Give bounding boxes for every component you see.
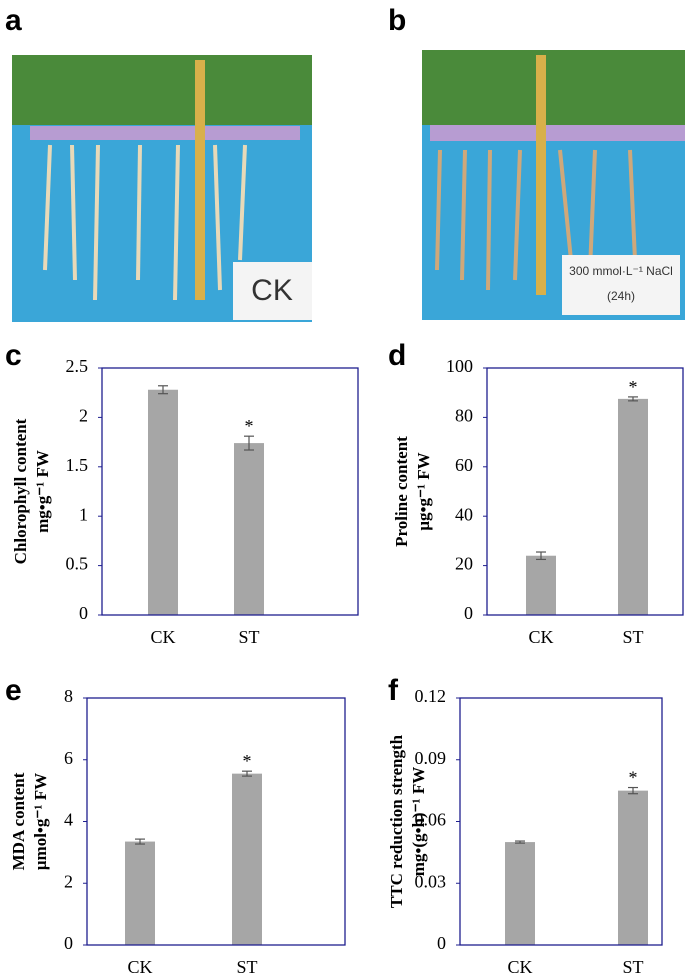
y-tick-label: 0.06: [415, 810, 447, 830]
y-tick-label: 2: [64, 871, 73, 891]
error-bar: [242, 770, 252, 777]
bar-chart: d Proline content μg•g⁻¹ FW 0 20 40 60 80 100 CK *…: [388, 339, 684, 647]
error-bar: [536, 551, 546, 561]
photo-sign: CK: [251, 274, 293, 307]
y-tick-label: 60: [455, 455, 473, 475]
panel-label: d: [388, 339, 406, 372]
y-tick-label: 1.5: [66, 455, 89, 475]
bar: [505, 842, 535, 945]
x-tick-label: CK: [528, 627, 553, 647]
y-tick-label: 4: [64, 810, 73, 830]
y-tick-label: 20: [455, 554, 473, 574]
y-tick-label: 0.03: [415, 871, 447, 891]
error-bar: [158, 385, 168, 395]
error-bar: [628, 396, 638, 402]
y-tick-label: 2.5: [66, 356, 89, 376]
y-tick-label: 0: [79, 603, 88, 623]
y-tick-label: 0: [464, 603, 473, 623]
panel-label: c: [5, 339, 22, 372]
plot-frame: [86, 697, 346, 946]
significance-mark: *: [629, 377, 638, 397]
y-axis-label: MDA content: [9, 772, 28, 870]
y-tick-label: 6: [64, 748, 73, 768]
y-tick-label: 0: [437, 933, 446, 953]
y-tick-label: 0.12: [415, 686, 447, 706]
y-tick-label: 0: [64, 933, 73, 953]
y-tick-label: 8: [64, 686, 73, 706]
y-axis-label: mg•(g•h)⁻¹ FW: [409, 767, 428, 877]
bar: [618, 398, 648, 615]
y-tick-label: 0.5: [66, 554, 89, 574]
x-tick-label: ST: [622, 957, 643, 977]
bar-chart: c Chlorophyll content mg•g⁻¹ FW 0 0.5 1 1.5 2 2.…: [5, 339, 359, 647]
error-bar: [135, 838, 145, 845]
y-tick-label: 1: [79, 504, 88, 524]
error-bar: [515, 840, 525, 844]
photo-sign: 300 mmol·L⁻¹ NaCl: [569, 264, 673, 278]
panel-label: e: [5, 674, 22, 707]
plot-frame: [459, 697, 663, 946]
x-tick-label: ST: [236, 957, 257, 977]
significance-mark: *: [245, 416, 254, 436]
y-tick-label: 2: [79, 406, 88, 426]
photo-a: CK a: [5, 4, 312, 322]
bar: [148, 389, 178, 615]
bar: [125, 841, 155, 945]
plot-frame: [486, 367, 684, 616]
significance-mark: *: [629, 768, 638, 788]
x-tick-label: CK: [507, 957, 532, 977]
y-tick-label: 0.09: [415, 748, 447, 768]
bar: [526, 555, 556, 615]
significance-mark: *: [243, 751, 252, 771]
y-axis-label: μmol•g⁻¹ FW: [31, 773, 50, 870]
y-axis-label: μg•g⁻¹ FW: [414, 452, 433, 530]
y-axis-label: Chlorophyll content: [11, 418, 30, 564]
y-axis-label: Proline content: [392, 436, 411, 547]
panel-label: f: [388, 674, 399, 707]
bar-chart: e MDA content μmol•g⁻¹ FW 0 2 4 6 8 CK * ST: [5, 674, 346, 977]
x-tick-label: ST: [238, 627, 259, 647]
y-tick-label: 40: [455, 504, 473, 524]
x-tick-label: CK: [127, 957, 152, 977]
photo-b: 300 mmol·L⁻¹ NaCl (24h) b: [388, 4, 685, 320]
bar: [234, 443, 264, 615]
error-bar: [244, 435, 254, 451]
y-tick-label: 100: [446, 356, 473, 376]
bar-chart: f TTC reduction strength mg•(g•h)⁻¹ FW 0 0.0…: [387, 674, 663, 977]
bar: [618, 790, 648, 945]
x-tick-label: ST: [622, 627, 643, 647]
panel-label: b: [388, 4, 406, 37]
panel-label: a: [5, 4, 22, 37]
y-axis-label: TTC reduction strength: [387, 734, 406, 908]
y-axis-label: mg•g⁻¹ FW: [33, 450, 52, 533]
x-tick-label: CK: [150, 627, 175, 647]
photo-sign: (24h): [607, 289, 635, 303]
bar: [232, 773, 262, 945]
plot-frame: [101, 367, 359, 616]
y-tick-label: 80: [455, 406, 473, 426]
error-bar: [628, 786, 638, 795]
